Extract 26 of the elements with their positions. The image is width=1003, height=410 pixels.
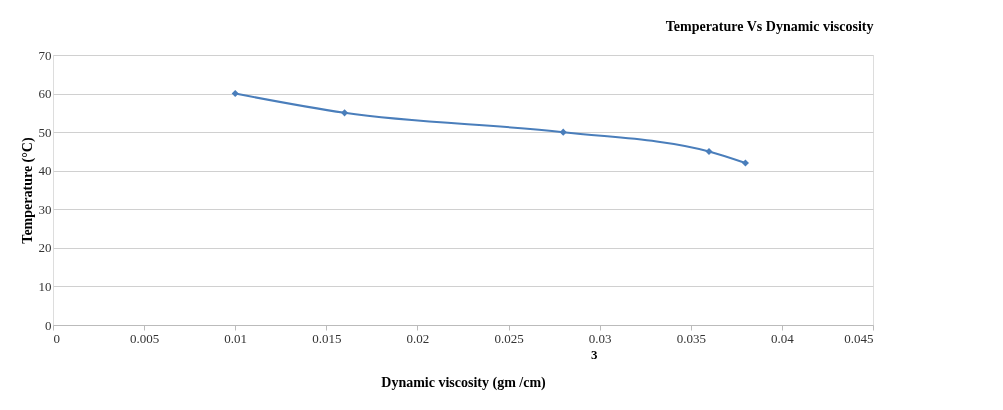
x-tick-label: 0.035 (676, 330, 706, 346)
chart-title: Temperature Vs Dynamic viscosity (665, 19, 874, 34)
x-tick-label: 0.03 (588, 330, 612, 346)
x-tick-label: 0.04 (771, 330, 795, 346)
y-tick-label: 0 (45, 317, 52, 333)
text: 3 (590, 347, 598, 362)
x-tick-label: 0.01 (224, 330, 248, 346)
point (341, 109, 349, 117)
point (741, 159, 749, 167)
x-tick-label: 0.045 (844, 330, 874, 346)
y-tick-label: 50 (38, 124, 52, 140)
point (705, 147, 713, 155)
y-tick-label: 30 (38, 201, 52, 217)
y-tick-label: 60 (38, 86, 52, 102)
y-tick-label: 70 (38, 47, 52, 63)
x-tick-label: 0.025 (494, 330, 524, 346)
point (231, 90, 239, 98)
x-tick-label: 0.02 (406, 330, 430, 346)
y-tick-label: 20 (38, 240, 52, 256)
x-tick-label: 0.005 (129, 330, 160, 346)
y-tick-label: 10 (38, 278, 52, 294)
x-axis-title: Dynamic viscosity (gm /cm) (381, 374, 547, 391)
x-tick-label: 0.015 (312, 330, 342, 346)
y-tick-label: 40 (38, 163, 52, 179)
y-axis-title: Temperature (°C) (19, 137, 36, 244)
point (559, 128, 567, 136)
